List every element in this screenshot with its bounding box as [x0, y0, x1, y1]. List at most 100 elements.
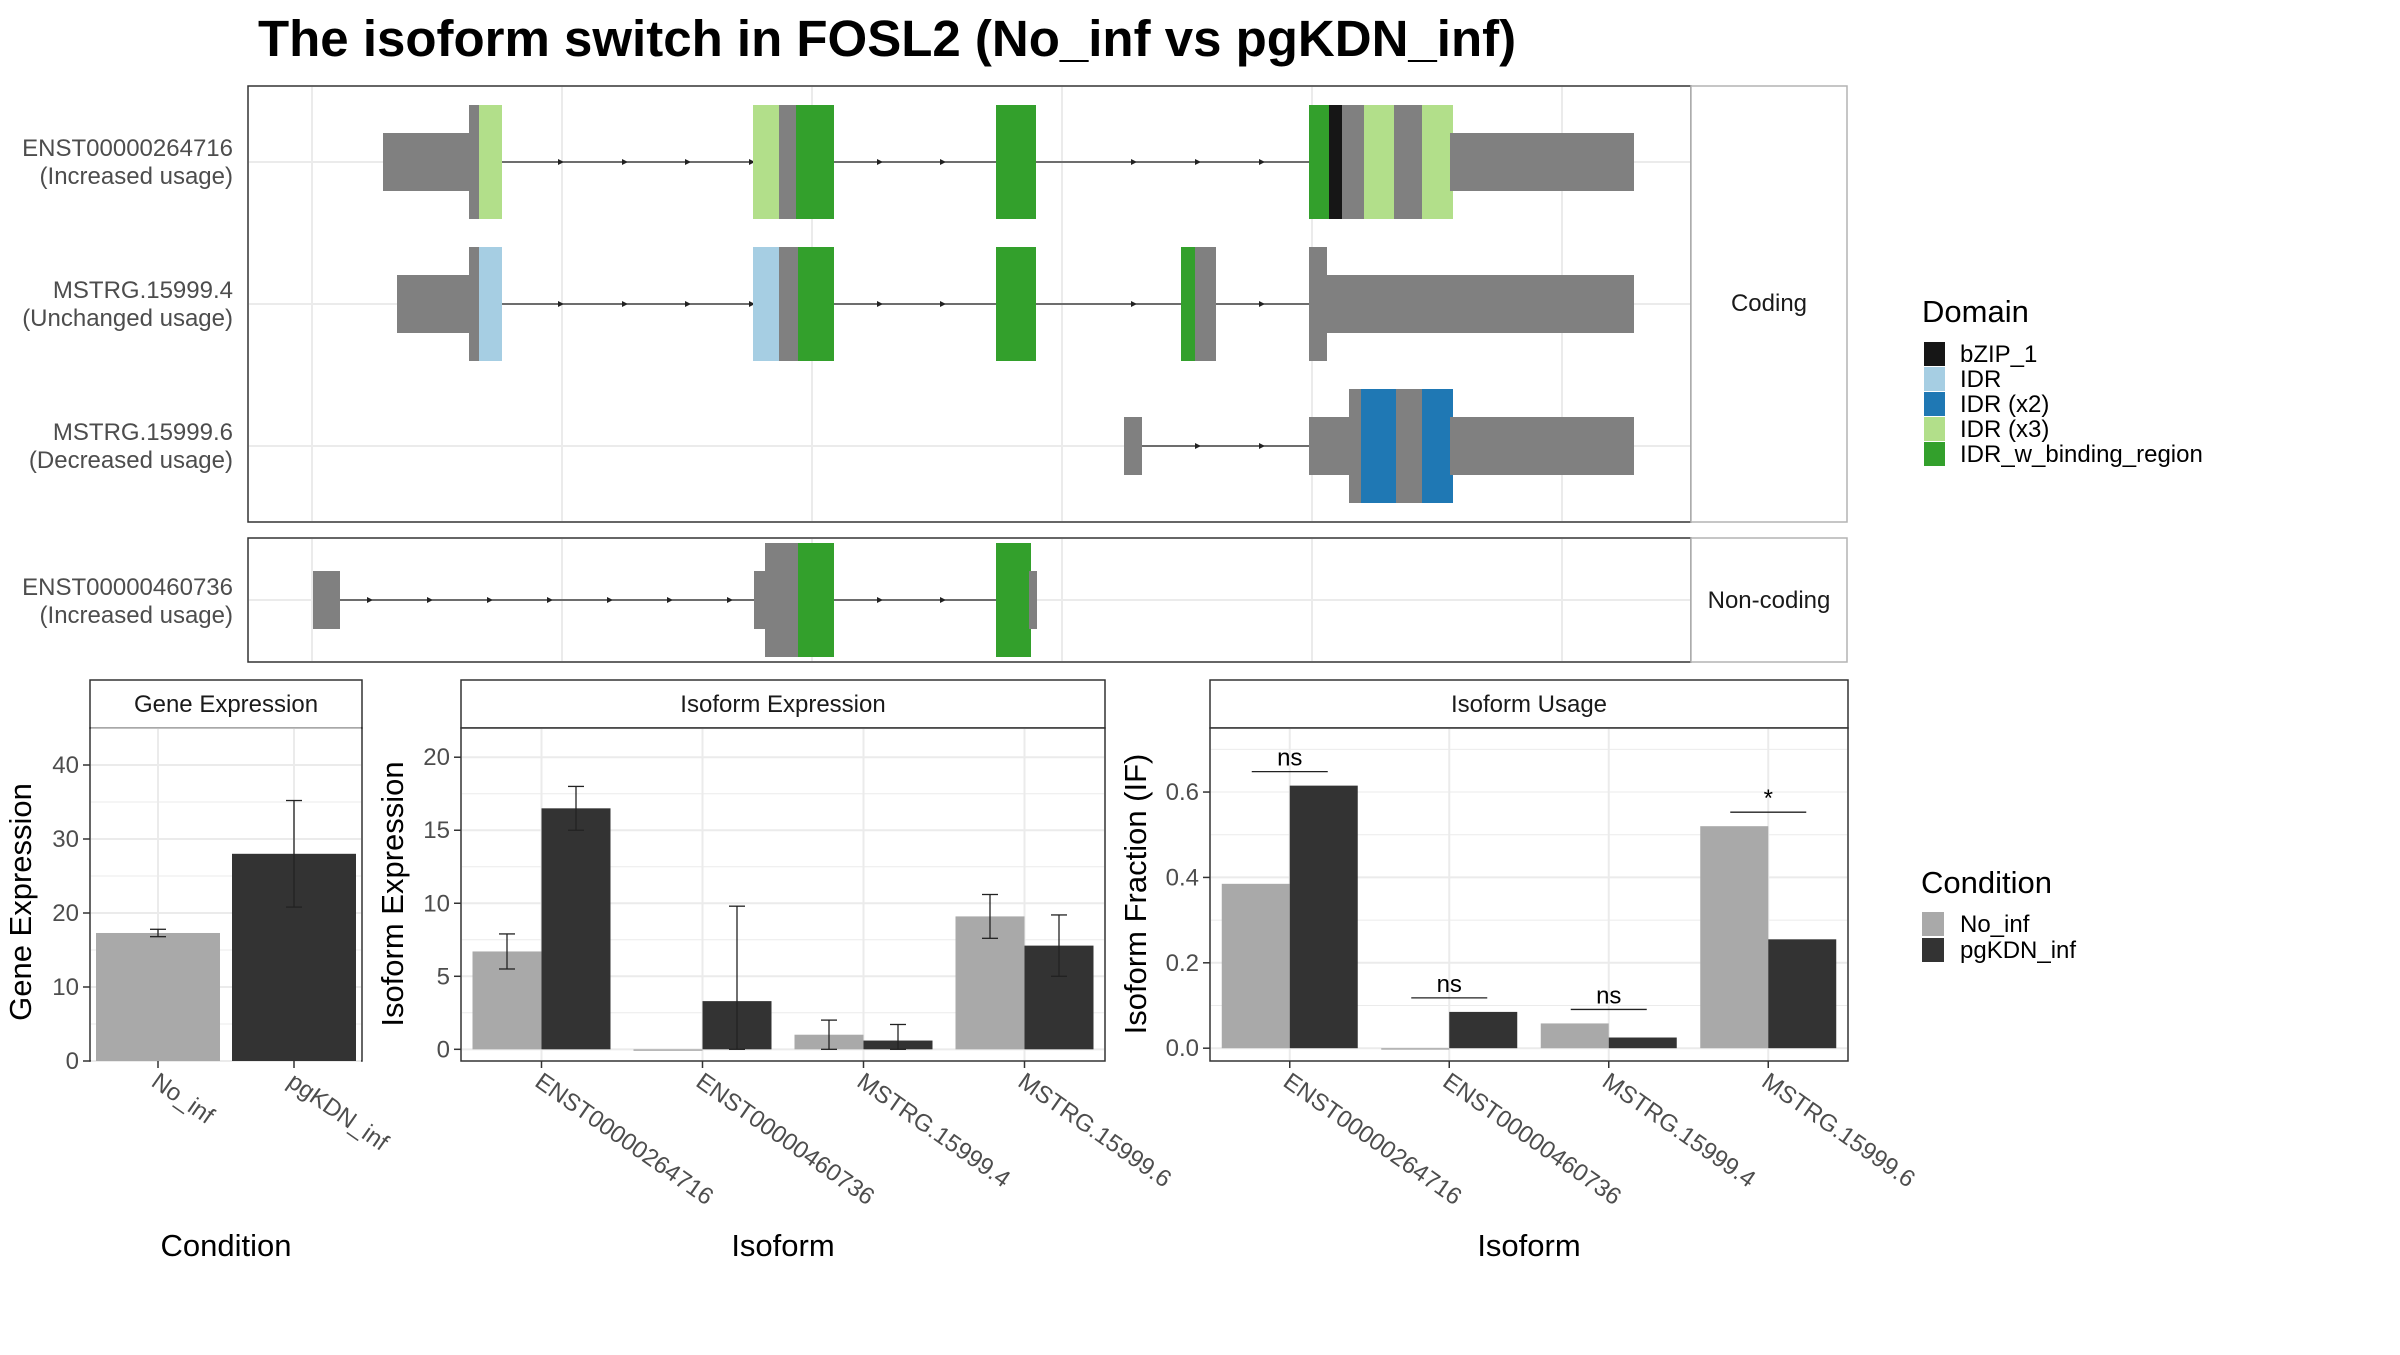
bar-no-inf: [96, 932, 220, 1061]
utr-exon: [1029, 571, 1037, 629]
domain-idr-binding: [1309, 105, 1331, 219]
y-tick-label: 40: [52, 752, 79, 779]
legend-label: IDR: [1960, 366, 2001, 393]
legend-label: IDR (x2): [1960, 391, 2049, 418]
y-tick-label: 0: [437, 1036, 450, 1063]
coding-tracks: [383, 105, 1634, 503]
y-tick-label: 0.6: [1166, 779, 1199, 806]
figure-title: The isoform switch in FOSL2 (No_inf vs p…: [258, 10, 1516, 67]
noncoding-strip-label: Non-coding: [1708, 587, 1831, 614]
legend-label: No_inf: [1960, 911, 2030, 938]
isoform-expression-strip-title: Isoform Expression: [680, 691, 885, 718]
intron-arrow: [940, 301, 946, 307]
track-label-usage: (Decreased usage): [29, 447, 233, 474]
gene-expression-bars: [96, 799, 356, 1061]
isoform-expression-strip: [460, 679, 1106, 729]
track-label-usage: (Increased usage): [40, 602, 233, 629]
cds-exon: [779, 247, 800, 361]
domain-idr-x3: [1422, 105, 1453, 219]
isoform-usage-panel: Isoform Usage ns ns ns * 0.0 0.2 0.4 0.6 ENST0…: [1118, 679, 1920, 1263]
gene-expression-panel: Gene Expression 0 10 20 30 40 No_inf pgKDN_in…: [3, 679, 394, 1263]
gene-expression-strip: [89, 679, 363, 729]
bar-pgkdn-inf: [1768, 939, 1837, 1049]
intron-arrow: [622, 301, 628, 307]
bar-no-inf: [633, 1049, 703, 1051]
domain-legend: Domain bZIP_1 IDR IDR (x2) IDR (x3) IDR_…: [1922, 294, 2203, 468]
bar-no-inf: [1540, 1023, 1609, 1049]
domain-idr-binding: [796, 105, 834, 219]
significance-label: ns: [1596, 982, 1621, 1009]
y-tick-label: 10: [423, 890, 450, 917]
intron-arrow: [1131, 301, 1137, 307]
significance-label: *: [1764, 785, 1773, 812]
utr-exon: [1309, 417, 1352, 475]
intron-arrow: [622, 159, 628, 165]
legend-swatch-idr: [1924, 367, 1945, 391]
intron-arrow: [940, 159, 946, 165]
cds-exon: [469, 105, 481, 219]
utr-exon: [1450, 133, 1634, 191]
track-label-id: ENST00000460736: [22, 574, 233, 601]
x-tick-label: MSTRG.15999.6: [1013, 1068, 1176, 1193]
coding-panel: Coding: [247, 85, 1848, 523]
utr-exon: [1450, 417, 1634, 475]
bar-no-inf: [1700, 826, 1769, 1049]
y-tick-label: 5: [437, 963, 450, 990]
legend-label: pgKDN_inf: [1960, 937, 2076, 964]
noncoding-tracks: [313, 543, 1037, 657]
intron-arrow: [749, 301, 755, 307]
domain-idr-binding: [798, 247, 834, 361]
gene-expression-strip-title: Gene Expression: [134, 691, 318, 718]
y-tick-label: 20: [423, 744, 450, 771]
domain-idr-binding: [996, 247, 1036, 361]
significance-label: ns: [1437, 971, 1462, 998]
intron-arrow: [749, 159, 755, 165]
bar-no-inf: [1381, 1048, 1450, 1050]
utr-exon: [397, 275, 472, 333]
utr-exon: [383, 133, 471, 191]
coding-strip-label: Coding: [1731, 290, 1807, 317]
intron-arrow: [547, 597, 553, 603]
intron-arrow: [1259, 159, 1265, 165]
intron-arrow: [727, 597, 733, 603]
isoform-usage-y-ticks: 0.0 0.2 0.4 0.6: [1166, 779, 1210, 1062]
intron-arrow: [558, 159, 564, 165]
track-label-id: ENST00000264716: [22, 135, 233, 162]
intron-arrow: [1195, 443, 1201, 449]
coding-strip: [1690, 85, 1848, 523]
x-tick-label: ENST00000460736: [691, 1068, 879, 1211]
track-label-usage: (Unchanged usage): [22, 305, 233, 332]
domain-idr-x3: [753, 105, 781, 219]
x-tick-label: MSTRG.15999.4: [852, 1068, 1015, 1193]
intron-arrow: [607, 597, 613, 603]
track-labels: ENST00000264716 (Increased usage) MSTRG.…: [22, 135, 233, 629]
domain-legend-title: Domain: [1922, 294, 2029, 329]
utr-exon: [313, 571, 340, 629]
cds-exon: [765, 543, 801, 657]
x-tick-label: MSTRG.15999.6: [1757, 1068, 1920, 1193]
y-tick-label: 15: [423, 817, 450, 844]
domain-idr: [753, 247, 781, 361]
bar-pgkdn-inf: [1449, 1011, 1518, 1049]
bar-pgkdn-inf: [541, 808, 611, 1050]
y-tick-label: 30: [52, 826, 79, 853]
intron-arrow: [940, 597, 946, 603]
utr-exon: [1124, 417, 1142, 475]
domain-idr-binding: [996, 105, 1036, 219]
x-tick-label: MSTRG.15999.4: [1597, 1068, 1760, 1193]
legend-label: bZIP_1: [1960, 341, 2037, 368]
legend-label: IDR (x3): [1960, 416, 2049, 443]
intron-arrow: [877, 159, 883, 165]
x-tick-label: pgKDN_inf: [283, 1068, 394, 1157]
intron-arrow: [487, 597, 493, 603]
intron-arrow: [558, 301, 564, 307]
cds-exon: [1396, 389, 1424, 503]
isoform-usage-x-ticks: ENST00000264716ENST00000460736MSTRG.1599…: [1278, 1061, 1920, 1211]
intron-arrow: [1131, 159, 1137, 165]
domain-idr-x2: [1361, 389, 1398, 503]
isoform-expression-x-ticks: ENST00000264716ENST00000460736MSTRG.1599…: [530, 1061, 1176, 1211]
gene-expression-x-label: Condition: [161, 1228, 292, 1263]
legend-swatch-idr-binding: [1924, 442, 1945, 466]
legend-swatch-no-inf: [1922, 912, 1944, 936]
